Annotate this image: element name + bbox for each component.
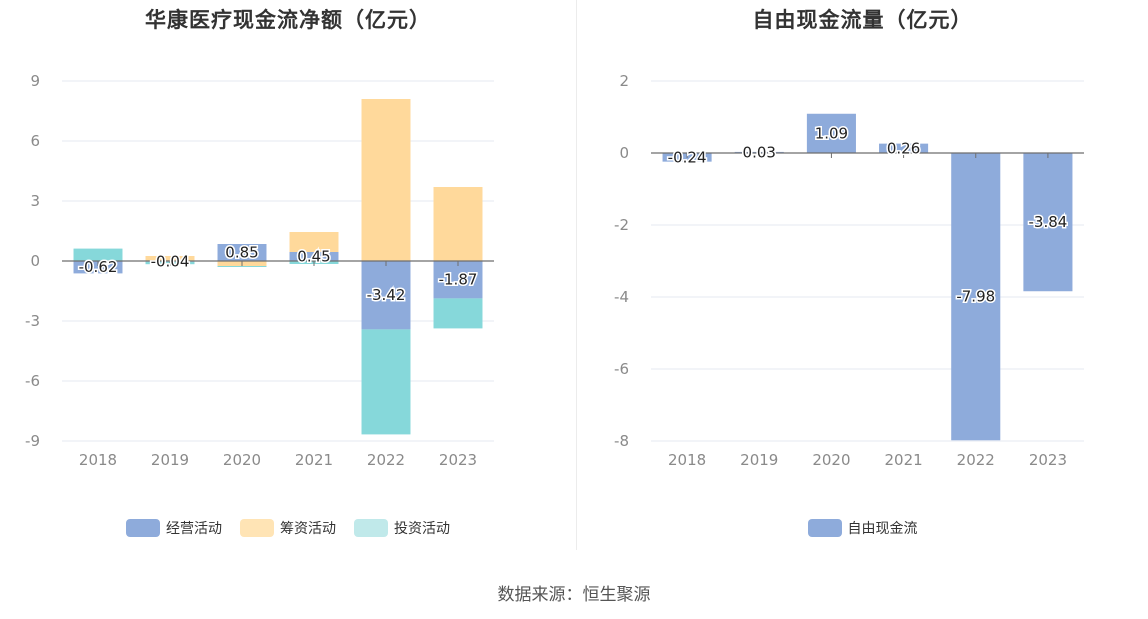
bar-投资活动-2023 bbox=[433, 298, 483, 329]
x-tick-label: 2020 bbox=[223, 451, 261, 469]
bar-自由现金流-2020 bbox=[806, 113, 856, 153]
bars bbox=[73, 99, 483, 435]
x-tick-label: 2018 bbox=[668, 451, 706, 469]
grid-lines bbox=[62, 80, 494, 442]
y-tick-label: -4 bbox=[614, 288, 629, 306]
legend-label: 自由现金流 bbox=[847, 521, 918, 537]
legend-item-fcf[interactable]: 自由现金流 bbox=[807, 518, 918, 538]
x-tick-label: 2022 bbox=[957, 451, 995, 469]
bar-投资活动-2022 bbox=[361, 329, 411, 435]
x-tick-label: 2019 bbox=[151, 451, 189, 469]
data-label: -3.84 bbox=[1029, 213, 1068, 231]
data-label: 1.09 bbox=[815, 124, 848, 142]
bar-经营活动-2022 bbox=[361, 261, 411, 330]
x-tick-label: 2023 bbox=[439, 451, 477, 469]
data-label: -7.98 bbox=[956, 288, 995, 306]
legend-swatch-operating bbox=[126, 519, 160, 537]
cash-flow-chart-svg: 9 6 3 0 -3 -6 -9 2018 2019 2020 2021 2022 2023 -0.62 -… bbox=[25, 72, 494, 469]
legend-label: 投资活动 bbox=[394, 521, 450, 537]
legend-item-operating[interactable]: 经营活动 bbox=[126, 518, 222, 538]
y-tick-label: 2 bbox=[619, 72, 629, 90]
bar-自由现金流-2021 bbox=[879, 143, 929, 153]
bar-自由现金流-2023 bbox=[1023, 153, 1073, 292]
x-tick-label: 2018 bbox=[79, 451, 117, 469]
y-tick-label: -2 bbox=[614, 216, 629, 234]
bar-筹资活动-2019 bbox=[145, 256, 195, 261]
legend-label: 筹资活动 bbox=[280, 521, 336, 537]
y-tick-label: -6 bbox=[25, 372, 40, 390]
data-label: 0.03 bbox=[743, 143, 776, 161]
free-cash-flow-chart-panel: 自由现金流量（亿元） 2 0 -2 -4 -6 -8 2018 2019 2020 2021 202… bbox=[577, 0, 1148, 560]
y-tick-label: 0 bbox=[30, 252, 40, 270]
data-label: -3.42 bbox=[367, 286, 406, 304]
x-tick-label: 2019 bbox=[740, 451, 778, 469]
data-label: 0.45 bbox=[297, 248, 330, 266]
y-tick-label: -9 bbox=[25, 432, 40, 450]
panel-divider bbox=[576, 0, 577, 550]
bar-经营活动-2023 bbox=[433, 261, 483, 299]
legend-swatch-financing bbox=[240, 519, 274, 537]
bars bbox=[662, 113, 1073, 441]
free-cash-flow-chart-svg: 2 0 -2 -4 -6 -8 2018 2019 2020 2021 2022 2023 -0.24 0… bbox=[614, 72, 1084, 469]
data-label: -0.62 bbox=[79, 258, 118, 276]
bar-经营活动-2020 bbox=[217, 244, 267, 261]
y-tick-label: 3 bbox=[30, 192, 40, 210]
x-tick-label: 2023 bbox=[1029, 451, 1067, 469]
legend-item-financing[interactable]: 筹资活动 bbox=[240, 518, 336, 538]
bar-筹资活动-2022 bbox=[361, 99, 411, 261]
data-label: -1.87 bbox=[439, 271, 478, 289]
y-tick-label: 9 bbox=[30, 72, 40, 90]
y-tick-label: 6 bbox=[30, 132, 40, 150]
x-tick-label: 2020 bbox=[812, 451, 850, 469]
cash-flow-chart-panel: 华康医疗现金流净额（亿元） 9 6 3 0 -3 -6 -9 2018 2019 2020 2021… bbox=[0, 0, 576, 560]
bar-经营活动-2018 bbox=[73, 261, 123, 274]
bar-筹资活动-2023 bbox=[433, 187, 483, 261]
data-label: -0.24 bbox=[668, 148, 707, 166]
legend-label: 经营活动 bbox=[166, 521, 222, 537]
y-tick-label: 0 bbox=[619, 144, 629, 162]
data-label: 0.85 bbox=[225, 244, 258, 262]
chart-title: 华康医疗现金流净额（亿元） bbox=[145, 8, 431, 32]
x-tick-label: 2022 bbox=[367, 451, 405, 469]
legend: 自由现金流 bbox=[577, 518, 1148, 538]
legend-swatch-fcf bbox=[807, 519, 842, 537]
data-label: -0.04 bbox=[151, 252, 190, 270]
bar-投资活动-2020 bbox=[217, 266, 267, 267]
bar-经营活动-2021 bbox=[289, 252, 339, 261]
bar-投资活动-2018 bbox=[73, 248, 123, 261]
bar-自由现金流-2022 bbox=[951, 153, 1001, 441]
bar-筹资活动-2021 bbox=[289, 232, 339, 252]
legend: 经营活动 筹资活动 投资活动 bbox=[0, 518, 576, 538]
y-tick-label: -6 bbox=[614, 360, 629, 378]
x-tick-label: 2021 bbox=[295, 451, 333, 469]
grid-lines bbox=[651, 80, 1084, 442]
x-tick-label: 2021 bbox=[884, 451, 922, 469]
data-label: 0.26 bbox=[887, 139, 920, 157]
y-tick-label: -8 bbox=[614, 432, 629, 450]
chart-title: 自由现金流量（亿元） bbox=[752, 8, 973, 32]
y-tick-label: -3 bbox=[25, 312, 40, 330]
data-source: 数据来源：恒生聚源 bbox=[497, 585, 651, 605]
legend-item-investing[interactable]: 投资活动 bbox=[354, 518, 450, 538]
legend-swatch-investing bbox=[354, 519, 388, 537]
